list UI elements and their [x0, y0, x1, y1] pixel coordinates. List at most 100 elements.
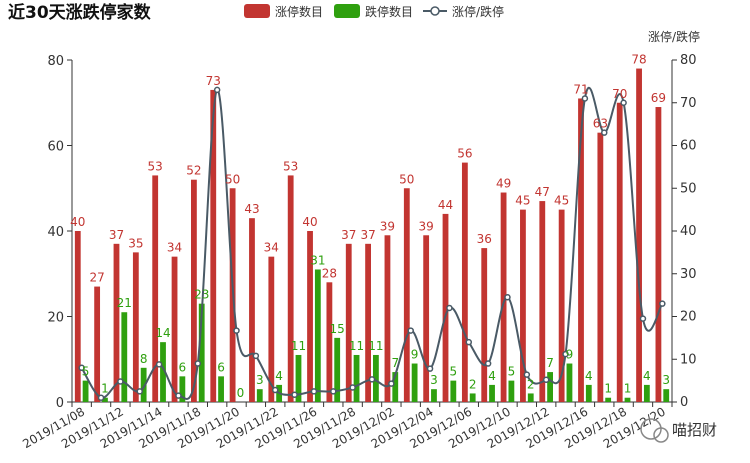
- ratio-point[interactable]: [78, 364, 85, 372]
- bar-limit-down[interactable]: [160, 342, 166, 402]
- bar-limit-up[interactable]: [384, 235, 391, 402]
- bar-limit-up[interactable]: [152, 175, 159, 402]
- ratio-point[interactable]: [175, 392, 182, 399]
- bar-limit-up[interactable]: [307, 231, 313, 402]
- ratio-point[interactable]: [252, 352, 260, 360]
- bar-limit-down[interactable]: [527, 393, 534, 402]
- bar-limit-down[interactable]: [218, 376, 224, 402]
- bar-limit-down[interactable]: [334, 337, 341, 402]
- ratio-point[interactable]: [620, 99, 627, 106]
- bar-limit-down[interactable]: [411, 363, 418, 402]
- ratio-point[interactable]: [97, 394, 105, 401]
- bar-limit-up[interactable]: [423, 235, 430, 402]
- ratio-point[interactable]: [330, 388, 337, 395]
- bar-limit-up[interactable]: [132, 252, 139, 402]
- legend-item-limit-down[interactable]: 跌停数目: [334, 4, 413, 19]
- bar-limit-up[interactable]: [326, 282, 333, 402]
- bar-limit-up[interactable]: [500, 192, 507, 402]
- ratio-point[interactable]: [136, 388, 143, 395]
- bar-label-limit-down: 7: [546, 356, 554, 370]
- ratio-point[interactable]: [349, 384, 356, 391]
- ratio-point[interactable]: [639, 315, 647, 322]
- wechat-icon-inner: [653, 427, 669, 443]
- ratio-point[interactable]: [213, 86, 221, 94]
- bar-limit-down[interactable]: [140, 367, 147, 402]
- bar-limit-up[interactable]: [249, 218, 255, 402]
- bar-limit-up[interactable]: [287, 175, 294, 402]
- bar-limit-up[interactable]: [636, 68, 642, 403]
- ratio-point[interactable]: [504, 294, 511, 301]
- ratio-point[interactable]: [233, 327, 240, 334]
- bar-limit-down[interactable]: [585, 384, 592, 402]
- ratio-point[interactable]: [542, 376, 550, 384]
- bar-limit-up[interactable]: [94, 286, 101, 402]
- ratio-point[interactable]: [465, 338, 473, 346]
- bar-limit-up[interactable]: [113, 243, 120, 402]
- bar-limit-up[interactable]: [578, 98, 584, 402]
- bar-limit-down[interactable]: [353, 354, 360, 402]
- bar-limit-down[interactable]: [179, 376, 186, 402]
- bar-label-limit-down: 15: [330, 322, 345, 336]
- bar-limit-up[interactable]: [365, 243, 371, 402]
- bar-limit-up[interactable]: [520, 209, 526, 402]
- ratio-point[interactable]: [155, 361, 163, 368]
- bar-limit-up[interactable]: [616, 102, 623, 402]
- bar-limit-down[interactable]: [643, 384, 650, 402]
- bar-limit-up[interactable]: [597, 132, 604, 403]
- bar-limit-up[interactable]: [403, 188, 410, 402]
- bar-label-limit-down: 3: [256, 373, 264, 387]
- bar-limit-down[interactable]: [547, 372, 553, 402]
- bar-limit-up[interactable]: [171, 256, 178, 402]
- bar-limit-down[interactable]: [508, 380, 515, 402]
- ratio-point[interactable]: [601, 129, 608, 136]
- legend-item-ratio[interactable]: 涨停/跌停: [423, 4, 504, 19]
- bar-limit-down[interactable]: [295, 354, 302, 402]
- bar-limit-up[interactable]: [74, 231, 81, 402]
- bar-limit-down[interactable]: [256, 389, 263, 402]
- bar-limit-down[interactable]: [605, 397, 612, 402]
- bar-limit-down[interactable]: [373, 354, 379, 402]
- legend[interactable]: 涨停数目 跌停数目 涨停/跌停: [244, 4, 504, 19]
- bar-limit-up[interactable]: [268, 256, 275, 402]
- bar-limit-up[interactable]: [345, 243, 352, 402]
- bar-limit-down[interactable]: [566, 363, 573, 402]
- bar-limit-down[interactable]: [121, 312, 128, 402]
- bar-limit-down[interactable]: [314, 269, 321, 402]
- ratio-point[interactable]: [368, 376, 376, 383]
- bar-limit-down[interactable]: [82, 380, 89, 402]
- bar-limit-up[interactable]: [191, 179, 197, 402]
- ratio-point[interactable]: [271, 386, 279, 394]
- ratio-point[interactable]: [426, 365, 434, 372]
- ratio-point[interactable]: [388, 380, 395, 387]
- ratio-point[interactable]: [117, 378, 124, 385]
- bar-limit-down[interactable]: [469, 393, 476, 402]
- ratio-point[interactable]: [407, 327, 414, 334]
- bar-limit-up[interactable]: [539, 201, 546, 402]
- bar-label-limit-down: 4: [643, 369, 651, 383]
- ratio-point[interactable]: [581, 95, 589, 102]
- bar-limit-up[interactable]: [558, 209, 565, 402]
- bar-limit-up[interactable]: [210, 89, 217, 403]
- ratio-point[interactable]: [562, 350, 569, 358]
- bar-limit-up[interactable]: [655, 107, 662, 403]
- bar-limit-down[interactable]: [663, 389, 670, 402]
- bar-limit-down[interactable]: [431, 389, 437, 402]
- bar-limit-up[interactable]: [442, 213, 449, 402]
- bar-limit-down[interactable]: [624, 397, 631, 402]
- bar-limit-down[interactable]: [102, 397, 108, 402]
- ratio-point[interactable]: [484, 360, 492, 367]
- bar-limit-down[interactable]: [489, 384, 495, 402]
- ratio-point[interactable]: [194, 360, 202, 367]
- ratio-point[interactable]: [523, 371, 531, 378]
- bar-limit-up[interactable]: [481, 248, 488, 402]
- ratio-point[interactable]: [310, 388, 318, 395]
- bar-limit-down[interactable]: [392, 372, 399, 402]
- ratio-point[interactable]: [291, 391, 298, 398]
- bar-limit-down[interactable]: [450, 380, 457, 402]
- bar-limit-up[interactable]: [461, 162, 468, 402]
- ratio-point[interactable]: [446, 304, 453, 312]
- right-tick-label: 60: [680, 139, 697, 154]
- ratio-point[interactable]: [659, 300, 666, 307]
- legend-item-limit-up[interactable]: 涨停数目: [244, 4, 323, 19]
- bar-limit-down[interactable]: [198, 303, 205, 402]
